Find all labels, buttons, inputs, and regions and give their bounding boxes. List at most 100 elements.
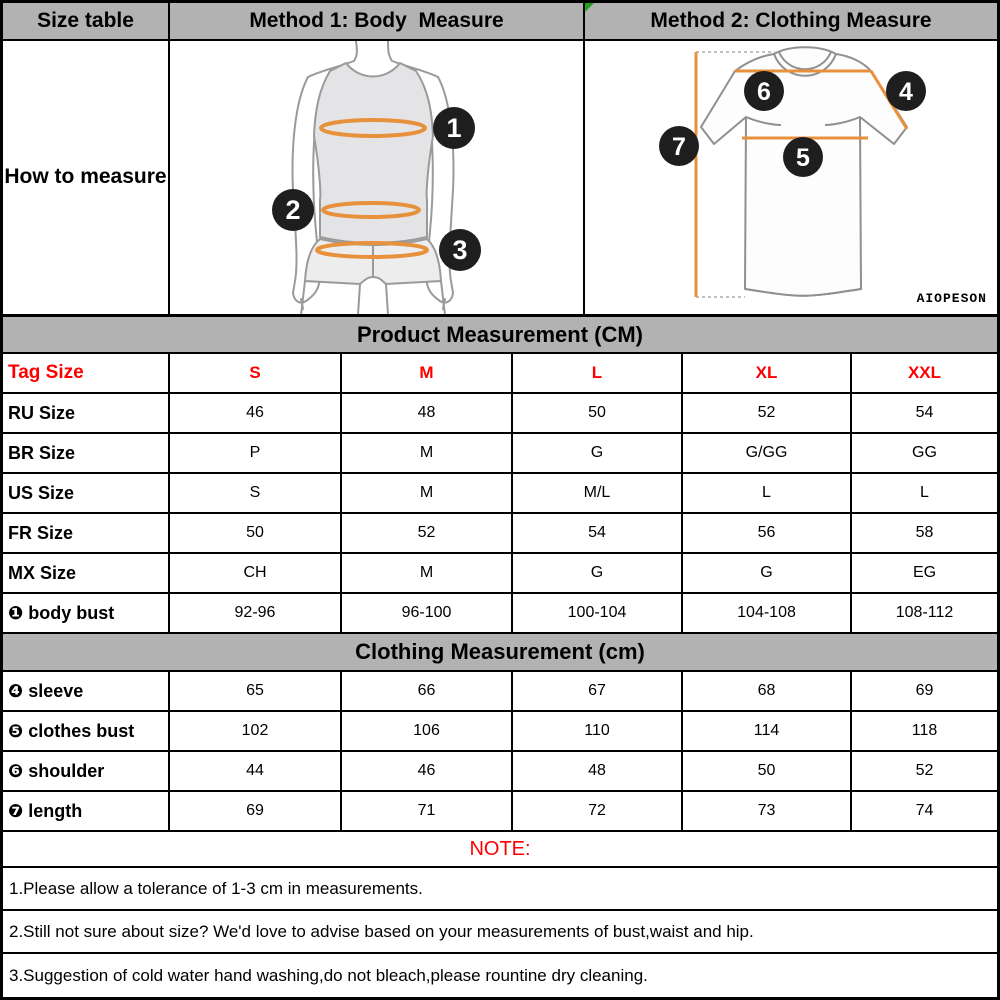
- cell-value: M/L: [511, 474, 681, 512]
- cell-value: 56: [681, 514, 850, 552]
- marker-7: 7: [672, 133, 686, 161]
- cell-value: 66: [340, 672, 511, 710]
- col-size-l: L: [511, 354, 681, 392]
- col-size-xxl: XXL: [850, 354, 997, 392]
- clothing-marker-icons: 6 4 5 7: [659, 70, 926, 177]
- method2-title-cell: Method 2: Clothing Measure: [583, 3, 997, 39]
- row-label: FR Size: [3, 514, 168, 552]
- col-size-m: M: [340, 354, 511, 392]
- tag-size-label: Tag Size: [3, 354, 168, 392]
- cell-value: 54: [850, 394, 997, 432]
- cell-value: 114: [681, 712, 850, 750]
- cell-value: 118: [850, 712, 997, 750]
- cell-value: 96-100: [340, 594, 511, 632]
- table-row-br-size: BR Size P M G G/GG GG: [3, 434, 997, 474]
- corner-marker-icon: [585, 3, 594, 12]
- cell-value: 52: [681, 394, 850, 432]
- cell-value: G: [681, 554, 850, 592]
- cell-value: 44: [168, 752, 340, 790]
- row-label: US Size: [3, 474, 168, 512]
- cell-value: 92-96: [168, 594, 340, 632]
- illustration-row: How to measure: [3, 41, 997, 317]
- cell-value: 106: [340, 712, 511, 750]
- cell-value: 110: [511, 712, 681, 750]
- tag-size-header-row: Tag Size S M L XL XXL: [3, 354, 997, 394]
- note-item-2: 2.Still not sure about size? We'd love t…: [3, 911, 997, 954]
- cell-value: P: [168, 434, 340, 472]
- cell-value: EG: [850, 554, 997, 592]
- row-label: ❻ shoulder: [3, 752, 168, 790]
- marker-1: 1: [446, 113, 461, 143]
- row-label: RU Size: [3, 394, 168, 432]
- cell-value: CH: [168, 554, 340, 592]
- body-figure-icon: 1 2 3: [272, 41, 481, 314]
- row-label: ❼ length: [3, 792, 168, 830]
- table-row-clothes-bust: ❺ clothes bust 102 106 110 114 118: [3, 712, 997, 752]
- row-label: BR Size: [3, 434, 168, 472]
- cell-value: 50: [168, 514, 340, 552]
- clothing-measure-illustration: 6 4 5 7 AIOPESON: [583, 41, 997, 314]
- cell-value: 50: [681, 752, 850, 790]
- cell-value: G: [511, 554, 681, 592]
- cell-value: 67: [511, 672, 681, 710]
- cell-value: 58: [850, 514, 997, 552]
- cell-value: 72: [511, 792, 681, 830]
- marker-5: 5: [796, 144, 810, 172]
- note-title: NOTE:: [3, 832, 997, 868]
- table-row-ru-size: RU Size 46 48 50 52 54: [3, 394, 997, 434]
- cell-value: 102: [168, 712, 340, 750]
- method2-title: Method 2: Clothing Measure: [650, 9, 932, 32]
- cell-value: M: [340, 434, 511, 472]
- cell-value: 48: [511, 752, 681, 790]
- cell-value: 73: [681, 792, 850, 830]
- table-row-fr-size: FR Size 50 52 54 56 58: [3, 514, 997, 554]
- cell-value: 69: [850, 672, 997, 710]
- table-row-sleeve: ❹ sleeve 65 66 67 68 69: [3, 672, 997, 712]
- cell-value: 108-112: [850, 594, 997, 632]
- body-measure-illustration: 1 2 3: [168, 41, 583, 314]
- size-table-title: Size table: [3, 3, 168, 39]
- cell-value: 104-108: [681, 594, 850, 632]
- how-to-measure-label: How to measure: [3, 41, 168, 314]
- cell-value: 69: [168, 792, 340, 830]
- cell-value: 46: [340, 752, 511, 790]
- marker-3: 3: [452, 235, 467, 265]
- cell-value: 52: [340, 514, 511, 552]
- tshirt-figure-icon: 6 4 5 7: [659, 45, 926, 298]
- cell-value: M: [340, 554, 511, 592]
- cell-value: 50: [511, 394, 681, 432]
- table-row-mx-size: MX Size CH M G G EG: [3, 554, 997, 594]
- cell-value: M: [340, 474, 511, 512]
- table-row-body-bust: ❶ body bust 92-96 96-100 100-104 104-108…: [3, 594, 997, 634]
- marker-6: 6: [757, 78, 771, 106]
- cell-value: 52: [850, 752, 997, 790]
- table-row-shoulder: ❻ shoulder 44 46 48 50 52: [3, 752, 997, 792]
- cell-value: G: [511, 434, 681, 472]
- cell-value: S: [168, 474, 340, 512]
- note-item-3: 3.Suggestion of cold water hand washing,…: [9, 965, 648, 985]
- col-size-xl: XL: [681, 354, 850, 392]
- col-size-s: S: [168, 354, 340, 392]
- row-label: ❶ body bust: [3, 594, 168, 632]
- table-row-length: ❼ length 69 71 72 73 74: [3, 792, 997, 832]
- top-header-row: Size table Method 1: Body Measure Method…: [3, 3, 997, 41]
- marker-2: 2: [285, 195, 300, 225]
- cell-value: 65: [168, 672, 340, 710]
- cell-value: 68: [681, 672, 850, 710]
- cell-value: GG: [850, 434, 997, 472]
- row-label: ❹ sleeve: [3, 672, 168, 710]
- cell-value: 100-104: [511, 594, 681, 632]
- row-label: MX Size: [3, 554, 168, 592]
- cell-value: 48: [340, 394, 511, 432]
- cell-value: 74: [850, 792, 997, 830]
- cell-value: L: [850, 474, 997, 512]
- method1-title: Method 1: Body Measure: [168, 3, 583, 39]
- cell-value: 46: [168, 394, 340, 432]
- table-row-us-size: US Size S M M/L L L: [3, 474, 997, 514]
- cell-value: L: [681, 474, 850, 512]
- note-item-1: 1.Please allow a tolerance of 1-3 cm in …: [3, 868, 997, 911]
- marker-4: 4: [899, 78, 913, 106]
- cell-value: G/GG: [681, 434, 850, 472]
- row-label: ❺ clothes bust: [3, 712, 168, 750]
